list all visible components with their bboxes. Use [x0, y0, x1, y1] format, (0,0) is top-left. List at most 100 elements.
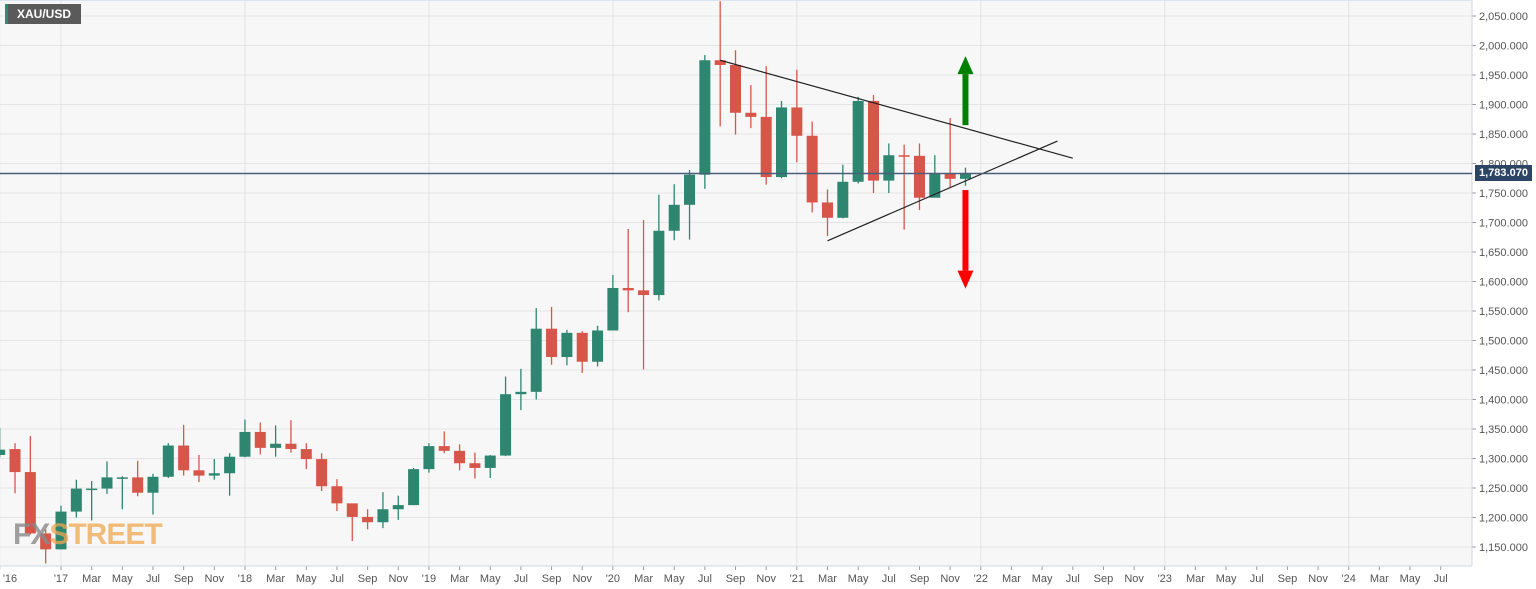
y-tick-label: 1,650.000 — [1479, 247, 1528, 259]
bearish-candle — [469, 452, 481, 479]
bearish-candle — [913, 143, 925, 211]
x-tick-label: '21 — [790, 573, 804, 585]
y-tick-label: 1,950.000 — [1479, 70, 1528, 82]
candle-body — [346, 503, 358, 517]
candle-body — [70, 488, 82, 512]
candle-body — [0, 449, 6, 455]
bearish-candle — [576, 331, 588, 373]
y-tick-label: 1,750.000 — [1479, 188, 1528, 200]
candle-body — [699, 60, 711, 175]
x-tick-label: May — [1032, 573, 1053, 585]
lower-trendline — [827, 140, 1058, 242]
candle-body — [484, 455, 496, 468]
x-tick-label: May — [1400, 573, 1421, 585]
bearish-candle — [745, 85, 757, 129]
candle-body — [561, 332, 573, 358]
bullish-candle — [86, 480, 98, 521]
x-tick-label: Jul — [1250, 573, 1264, 585]
candle-body — [592, 330, 604, 362]
candle-body — [959, 173, 971, 179]
x-tick-label: '24 — [1342, 573, 1356, 585]
bullish-arrow — [957, 56, 974, 126]
y-tick-label: 1,200.000 — [1479, 513, 1528, 525]
x-tick-label: Mar — [1370, 573, 1389, 585]
x-tick-label: '19 — [422, 573, 436, 585]
bullish-candle — [883, 143, 895, 193]
bullish-candle — [208, 459, 220, 480]
y-tick-label: 1,500.000 — [1479, 336, 1528, 348]
y-tick-label: 1,600.000 — [1479, 277, 1528, 289]
candle-body — [776, 107, 788, 178]
candle-body — [9, 449, 21, 473]
candle-body — [668, 204, 680, 231]
candle-body — [822, 202, 833, 218]
x-tick-label: Mar — [450, 573, 469, 585]
x-tick-label: '18 — [238, 573, 252, 585]
y-tick-label: 1,150.000 — [1479, 542, 1528, 554]
bullish-candle — [530, 308, 542, 400]
x-tick-label: Sep — [358, 573, 378, 585]
candle-body — [500, 394, 512, 456]
bullish-candle — [561, 329, 573, 366]
x-tick-label: May — [1216, 573, 1237, 585]
candle-body — [239, 431, 251, 457]
candle-body — [576, 332, 588, 362]
x-tick-label: Mar — [1002, 573, 1021, 585]
bearish-candle — [331, 479, 343, 512]
x-tick-label: Nov — [756, 573, 776, 585]
bullish-candle — [515, 368, 527, 411]
y-tick-label: 1,900.000 — [1479, 100, 1528, 112]
current-price-tag: 1,783.070 — [1475, 165, 1532, 182]
bullish-candle — [116, 476, 128, 510]
candle-body — [883, 155, 895, 181]
bullish-candle — [70, 479, 82, 518]
x-tick-label: Nov — [1308, 573, 1328, 585]
upper-trendline — [720, 59, 1073, 159]
bearish-candle — [346, 503, 358, 542]
candle-body — [607, 287, 619, 331]
x-tick-label: Sep — [910, 573, 930, 585]
candle-body — [745, 112, 757, 117]
candle-body — [515, 391, 527, 395]
bearish-candle — [806, 121, 818, 213]
bullish-candle — [55, 505, 67, 550]
bearish-candle — [898, 144, 910, 230]
y-tick-label: 1,300.000 — [1479, 454, 1528, 466]
candle-body — [530, 328, 542, 392]
bullish-candle — [147, 473, 159, 515]
x-tick-label: Jul — [698, 573, 712, 585]
bearish-candle — [254, 422, 266, 455]
arrow-head — [957, 56, 974, 75]
candle-body — [392, 505, 404, 510]
bullish-candle — [162, 443, 174, 478]
bearish-candle — [822, 189, 833, 237]
symbol-label: XAU/USD — [5, 4, 82, 24]
bullish-candle — [592, 325, 604, 367]
candle-body — [423, 446, 435, 470]
fxstreet-watermark: FXSTREET — [13, 518, 163, 551]
candle-body — [944, 173, 956, 179]
bullish-candle — [852, 96, 864, 184]
y-tick-label: 1,700.000 — [1479, 218, 1528, 230]
candle-body — [929, 173, 941, 198]
bearish-candle — [132, 460, 144, 497]
candle-body — [806, 135, 818, 203]
bearish-candle — [178, 424, 190, 476]
bullish-candle — [239, 419, 251, 458]
y-tick-label: 1,350.000 — [1479, 424, 1528, 436]
x-tick-label: '17 — [54, 573, 68, 585]
arrow-shaft — [962, 74, 969, 126]
bearish-candle — [760, 66, 772, 185]
candle-body — [454, 450, 466, 464]
bullish-candle — [408, 467, 420, 506]
y-tick-label: 1,850.000 — [1479, 129, 1528, 141]
x-tick-label: May — [480, 573, 501, 585]
x-tick-label: May — [112, 573, 133, 585]
candle-body — [377, 509, 389, 523]
candle-body — [546, 328, 558, 358]
x-tick-label: Jul — [1434, 573, 1448, 585]
bearish-candle — [622, 228, 634, 313]
candle-body — [132, 477, 144, 493]
